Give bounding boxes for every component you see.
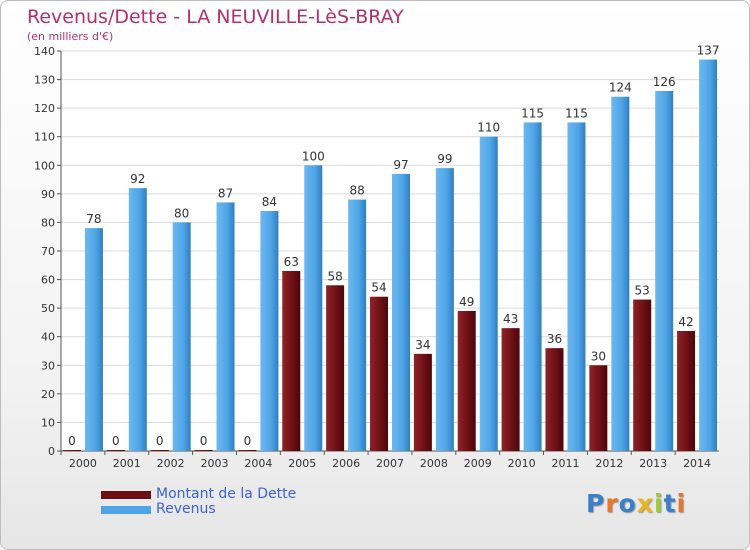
bar-revenus-2000 [84, 228, 103, 451]
label-dette-2003: 0 [200, 434, 208, 448]
bar-revenus-2008 [435, 168, 454, 451]
label-revenus-2007: 97 [393, 158, 408, 172]
label-revenus-2000: 78 [86, 212, 101, 226]
bar-revenus-2006 [348, 199, 367, 451]
x-tick-label: 2005 [288, 457, 316, 470]
x-tick-label: 2007 [376, 457, 404, 470]
bar-dette-2013 [633, 299, 652, 451]
label-dette-2005: 63 [284, 255, 299, 269]
chart-subtitle: (en milliers d'€) [27, 30, 114, 43]
legend-label-revenus: Revenus [156, 501, 216, 517]
bar-revenus-2003 [216, 202, 235, 451]
x-tick-label: 2011 [551, 457, 579, 470]
label-dette-2013: 53 [635, 284, 650, 298]
label-dette-2014: 42 [678, 315, 693, 329]
x-tick-label: 2009 [464, 457, 492, 470]
label-dette-2010: 43 [503, 312, 518, 326]
x-tick-label: 2006 [332, 457, 360, 470]
y-tick-label: 120 [34, 102, 55, 115]
bar-dette-2014 [677, 331, 696, 451]
label-dette-2000: 0 [68, 434, 76, 448]
y-tick-label: 80 [41, 216, 55, 229]
bar-revenus-2002 [172, 222, 191, 451]
y-tick-label: 110 [34, 131, 55, 144]
x-tick-label: 2002 [157, 457, 185, 470]
label-dette-2002: 0 [156, 434, 164, 448]
label-dette-2007: 54 [371, 281, 386, 295]
bar-dette-2005 [282, 271, 301, 451]
legend-swatch-dette [101, 491, 151, 499]
bar-revenus-2012 [611, 96, 630, 451]
bar-dette-2002 [150, 450, 169, 451]
label-revenus-2004: 84 [262, 195, 277, 209]
label-revenus-2010: 115 [521, 106, 544, 120]
y-tick-label: 30 [41, 359, 55, 372]
label-revenus-2014: 137 [697, 44, 720, 58]
x-tick-label: 2010 [508, 457, 536, 470]
bar-dette-2009 [457, 311, 476, 451]
y-tick-label: 40 [41, 331, 55, 344]
bar-revenus-2001 [128, 188, 147, 451]
x-tick-label: 2008 [420, 457, 448, 470]
label-dette-2006: 58 [327, 269, 342, 283]
x-tick-label: 2014 [683, 457, 711, 470]
label-revenus-2011: 115 [565, 106, 588, 120]
bar-dette-2000 [62, 450, 81, 451]
bar-dette-2001 [106, 450, 125, 451]
y-tick-label: 50 [41, 302, 55, 315]
y-tick-label: 0 [48, 445, 55, 458]
bar-dette-2006 [326, 285, 345, 451]
x-tick-label: 2003 [201, 457, 229, 470]
bar-dette-2007 [370, 296, 388, 451]
y-tick-label: 20 [41, 388, 55, 401]
bar-dette-2008 [413, 353, 432, 451]
bar-revenus-2004 [260, 211, 279, 451]
bar-dette-2011 [545, 348, 564, 451]
label-revenus-2013: 126 [653, 75, 676, 89]
label-dette-2004: 0 [244, 434, 252, 448]
y-tick-label: 70 [41, 245, 55, 258]
label-revenus-2012: 124 [609, 81, 632, 95]
bar-revenus-2011 [567, 122, 586, 451]
label-dette-2009: 49 [459, 295, 474, 309]
label-dette-2008: 34 [415, 338, 430, 352]
x-tick-label: 2004 [244, 457, 272, 470]
bar-chart: 0 10 20 30 40 50 60 70 80 90 100 110 120 130 140 2000 0 7… [34, 44, 720, 470]
label-revenus-2009: 110 [477, 121, 500, 135]
bar-revenus-2005 [304, 165, 323, 452]
label-revenus-2001: 92 [130, 172, 145, 186]
y-tick-label: 140 [34, 45, 55, 58]
y-tick-label: 90 [41, 188, 55, 201]
bar-dette-2003 [194, 450, 213, 451]
x-tick-label: 2013 [639, 457, 667, 470]
label-revenus-2006: 88 [349, 184, 364, 198]
label-dette-2001: 0 [112, 434, 120, 448]
bar-revenus-2014 [699, 59, 718, 451]
bar-dette-2010 [501, 328, 520, 451]
x-tick-label: 2012 [595, 457, 623, 470]
label-dette-2012: 30 [591, 349, 606, 363]
label-dette-2011: 36 [547, 332, 562, 346]
y-tick-label: 10 [41, 416, 55, 429]
x-tick-label: 2001 [113, 457, 141, 470]
label-revenus-2005: 100 [302, 149, 325, 163]
bar-revenus-2010 [523, 122, 542, 451]
y-tick-label: 130 [34, 74, 55, 87]
label-revenus-2008: 99 [437, 152, 452, 166]
y-tick-label: 60 [41, 274, 55, 287]
bar-revenus-2013 [655, 91, 674, 451]
legend-label-dette: Montant de la Dette [156, 486, 297, 502]
y-tick-label: 100 [34, 159, 55, 172]
bar-dette-2004 [238, 450, 257, 451]
chart-title: Revenus/Dette - LA NEUVILLE-LèS-BRAY [27, 6, 404, 28]
bar-revenus-2007 [392, 173, 410, 451]
label-revenus-2003: 87 [218, 186, 233, 200]
label-revenus-2002: 80 [174, 206, 189, 220]
bar-revenus-2009 [479, 136, 498, 451]
proxiti-logo: Proxiti [586, 489, 687, 518]
bar-dette-2012 [589, 365, 608, 451]
x-tick-label: 2000 [69, 457, 97, 470]
legend-swatch-revenus [101, 506, 151, 514]
